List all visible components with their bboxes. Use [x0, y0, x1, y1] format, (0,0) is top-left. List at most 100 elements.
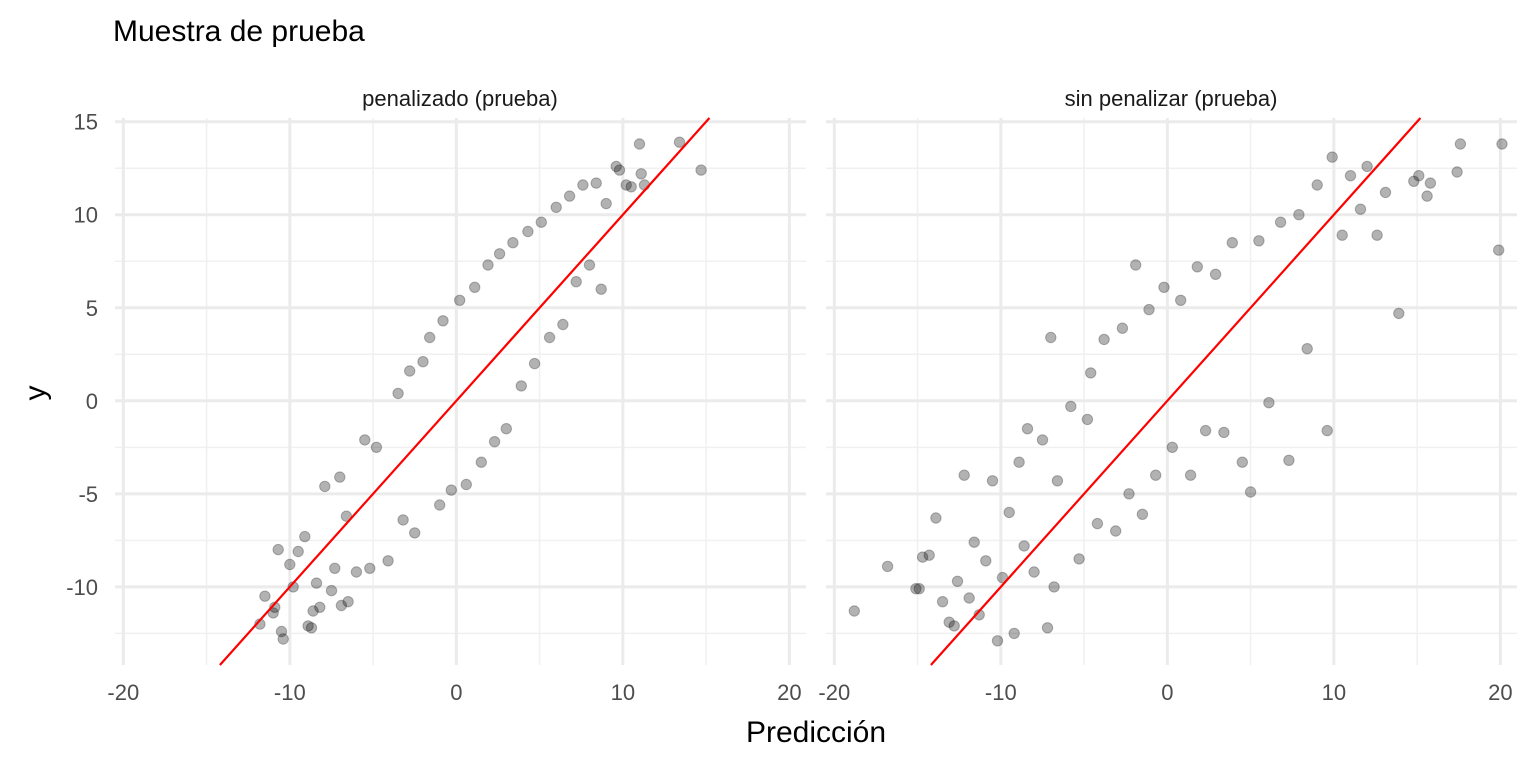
data-point — [1085, 367, 1097, 379]
panel-reference-line — [219, 117, 711, 666]
data-point — [469, 281, 481, 293]
data-point — [625, 181, 637, 193]
y-tick-label: 10 — [74, 203, 98, 228]
data-point — [1136, 508, 1149, 520]
x-tick-label: 20 — [777, 680, 801, 705]
data-point — [600, 197, 612, 210]
data-point — [563, 190, 576, 202]
data-point — [1413, 170, 1425, 182]
data-point — [848, 605, 860, 617]
data-point — [342, 596, 354, 608]
data-point — [335, 599, 348, 612]
data-point — [1110, 525, 1122, 537]
data-point — [392, 387, 404, 400]
data-point — [334, 471, 346, 483]
data-point — [507, 237, 519, 249]
data-point — [936, 596, 949, 608]
data-point — [1354, 203, 1367, 215]
data-point — [1451, 166, 1463, 178]
y-axis-ticks: -10 -5 0 5 10 15 — [66, 110, 98, 600]
data-point — [1199, 424, 1212, 437]
data-point — [299, 530, 311, 543]
data-point — [881, 560, 894, 573]
data-point — [259, 590, 271, 602]
data-point — [522, 225, 534, 238]
x-axis-title: Predicción — [746, 716, 886, 749]
data-point — [482, 259, 494, 271]
panel-reference-line — [930, 117, 1422, 666]
x-tick-label: 0 — [450, 680, 462, 705]
panel-grid — [115, 118, 806, 665]
data-point — [500, 423, 512, 435]
data-point — [1073, 553, 1085, 565]
data-point — [307, 605, 319, 617]
data-point — [1166, 441, 1179, 453]
x-tick-label: 0 — [1161, 680, 1173, 705]
data-point — [1028, 566, 1040, 578]
data-point — [275, 625, 288, 638]
data-point — [460, 478, 472, 491]
data-point — [1123, 488, 1135, 500]
data-point — [1051, 475, 1064, 487]
panel-points — [848, 138, 1508, 647]
x-tick-label: -10 — [274, 680, 306, 705]
data-point — [570, 276, 582, 288]
data-point — [550, 201, 562, 214]
data-point — [923, 549, 935, 561]
data-point — [284, 558, 296, 571]
data-point — [1218, 426, 1230, 439]
data-point — [1045, 331, 1057, 344]
data-point — [980, 555, 992, 567]
data-point — [437, 315, 449, 327]
data-point — [417, 356, 429, 368]
data-point — [991, 635, 1004, 647]
data-point — [916, 551, 929, 563]
data-point — [397, 514, 409, 526]
data-point — [305, 622, 318, 634]
data-point — [986, 475, 999, 487]
data-point — [1493, 244, 1505, 256]
data-point — [595, 283, 607, 295]
x-tick-label: 20 — [1488, 680, 1512, 705]
data-point — [310, 577, 323, 589]
data-point — [382, 555, 394, 567]
data-point — [635, 168, 647, 180]
x-tick-label: -10 — [985, 680, 1017, 705]
data-point — [314, 601, 326, 613]
data-point — [1311, 179, 1323, 191]
data-point — [302, 620, 314, 632]
data-point — [610, 160, 622, 173]
reference-line-y-equals-x — [219, 117, 711, 666]
data-point — [1263, 397, 1275, 409]
data-point — [1018, 540, 1030, 552]
data-point — [968, 536, 980, 548]
x-tick-label: -20 — [818, 680, 850, 705]
x-tick-label: 10 — [611, 680, 635, 705]
data-point — [359, 434, 371, 446]
data-point — [1379, 186, 1392, 199]
data-point — [613, 164, 626, 176]
data-point — [1048, 581, 1060, 593]
data-point — [1184, 469, 1197, 481]
data-point — [445, 484, 457, 496]
panel-x-ticks: -20 -10 0 10 20 — [818, 680, 1512, 705]
panel-x-ticks: -20 -10 0 10 20 — [107, 680, 801, 705]
data-point — [277, 633, 289, 645]
data-point — [1244, 486, 1257, 498]
data-point — [493, 248, 506, 260]
data-point — [319, 480, 331, 493]
data-point — [1293, 209, 1305, 221]
data-point — [350, 566, 363, 578]
y-tick-label: 5 — [86, 296, 98, 321]
data-point — [1344, 170, 1357, 182]
y-tick-label: 0 — [86, 389, 98, 414]
data-point — [1098, 333, 1110, 346]
panel-penalizado: penalizado (prueba) -20 -10 0 10 20 — [107, 86, 806, 705]
data-point — [329, 562, 341, 574]
y-tick-label: -5 — [78, 482, 98, 507]
data-point — [325, 584, 338, 597]
data-point — [434, 499, 446, 511]
data-point — [1008, 627, 1020, 640]
data-point — [1424, 177, 1437, 189]
panel-sin-penalizar: sin penalizar (prueba) -20 -10 0 10 20 — [818, 86, 1517, 705]
